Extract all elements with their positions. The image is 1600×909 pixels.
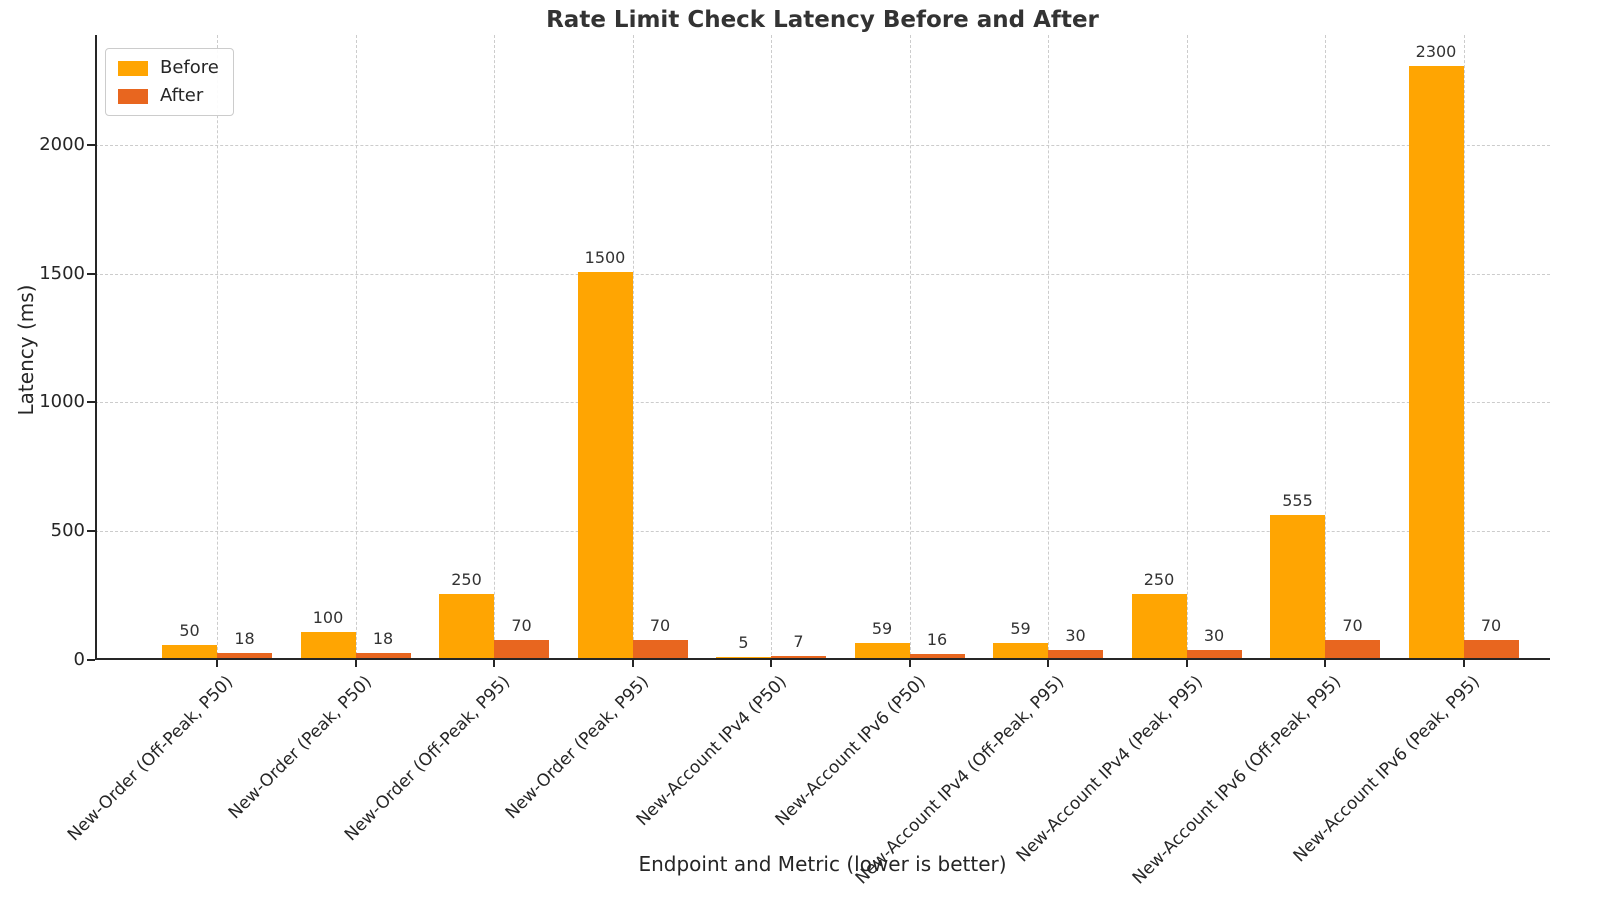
bar-value-label: 70 — [511, 615, 532, 635]
y-tick-mark — [87, 272, 95, 275]
bar-value-label: 2300 — [1415, 41, 1457, 61]
x-tick-mark — [1185, 660, 1188, 667]
legend-item-before: Before — [118, 58, 219, 78]
bar-value-label: 100 — [312, 608, 344, 628]
bar-value-label: 70 — [649, 615, 671, 635]
legend-label: After — [160, 85, 204, 106]
legend-swatch-after — [118, 88, 148, 104]
chart-title: Rate Limit Check Latency Before and Afte… — [546, 7, 1099, 33]
x-tick-label: New-Order (Peak, P95) — [501, 672, 653, 824]
y-tick-label: 0 — [73, 649, 85, 670]
bar-value-label: 16 — [926, 629, 948, 649]
gridline-vertical — [909, 35, 911, 660]
bar-value-label: 70 — [1480, 615, 1502, 635]
bar-before-2 — [439, 593, 494, 658]
bar-after-3 — [632, 639, 688, 658]
y-tick-label: 1500 — [39, 262, 85, 284]
gridline-vertical — [1186, 35, 1188, 660]
bar-before-9 — [1408, 65, 1464, 658]
bar-value-label: 70 — [1342, 615, 1363, 635]
gridline-vertical — [632, 35, 634, 660]
x-tick-label: New-Order (Peak, P50) — [224, 672, 376, 824]
gridline-vertical — [494, 35, 495, 660]
x-tick-label: New-Account IPv4 (P50) — [633, 672, 792, 831]
gridline-vertical — [1048, 35, 1049, 660]
gridline-vertical — [217, 35, 218, 660]
x-tick-mark — [631, 660, 634, 667]
gridline-horizontal — [95, 402, 1550, 404]
x-tick-mark — [493, 660, 495, 667]
bar-before-6 — [993, 642, 1048, 658]
y-tick-mark — [87, 530, 95, 533]
bar-value-label: 5 — [738, 632, 749, 652]
gridline-horizontal — [95, 273, 1550, 275]
bar-value-label: 555 — [1282, 491, 1313, 511]
x-tick-label: New-Order (Off-Peak, P95) — [340, 672, 515, 846]
y-tick-label: 2000 — [39, 133, 85, 155]
x-axis-spine — [95, 658, 1550, 660]
gridline-vertical — [355, 35, 357, 660]
gridline-horizontal — [95, 144, 1550, 146]
x-tick-label: New-Order (Off-Peak, P50) — [63, 672, 238, 846]
bar-value-label: 30 — [1203, 626, 1225, 646]
bar-value-label: 18 — [234, 629, 255, 649]
bar-after-8 — [1325, 639, 1380, 658]
bar-after-1 — [355, 653, 411, 658]
bar-after-4 — [771, 656, 826, 658]
bar-before-5 — [854, 642, 910, 658]
x-tick-mark — [354, 660, 357, 667]
bar-value-label: 7 — [793, 632, 804, 652]
x-tick-mark — [770, 660, 772, 667]
bar-after-6 — [1048, 650, 1103, 658]
bar-before-0 — [162, 645, 217, 658]
x-tick-label: New-Account IPv6 (P50) — [771, 672, 930, 831]
y-tick-label: 500 — [50, 520, 85, 542]
y-tick-mark — [87, 659, 95, 661]
bar-value-label: 59 — [1010, 618, 1031, 638]
x-tick-mark — [1047, 660, 1049, 667]
bar-after-9 — [1463, 639, 1519, 658]
bar-before-8 — [1270, 515, 1325, 658]
legend-label: Before — [160, 57, 219, 78]
bar-value-label: 18 — [372, 629, 394, 649]
bar-before-1 — [300, 632, 356, 658]
y-axis-spine — [95, 35, 97, 660]
x-tick-mark — [1462, 660, 1465, 667]
x-tick-mark — [1324, 660, 1326, 667]
y-tick-mark — [87, 401, 95, 404]
bar-value-label: 30 — [1065, 626, 1086, 646]
bar-after-7 — [1186, 650, 1242, 658]
bar-value-label: 59 — [871, 618, 893, 638]
gridline-horizontal — [95, 531, 1550, 533]
bar-value-label: 50 — [179, 621, 200, 641]
legend-item-after: After — [118, 86, 219, 106]
bar-before-4 — [716, 656, 771, 658]
x-axis-label: Endpoint and Metric (lower is better) — [638, 852, 1007, 876]
bar-after-0 — [217, 653, 272, 658]
bar-value-label: 250 — [451, 569, 482, 589]
x-tick-mark — [216, 660, 218, 667]
gridline-vertical — [1463, 35, 1465, 660]
y-tick-label: 1000 — [39, 391, 85, 413]
y-tick-mark — [87, 143, 95, 146]
bar-after-5 — [909, 653, 965, 658]
bar-value-label: 250 — [1143, 569, 1175, 589]
bar-before-7 — [1131, 593, 1187, 658]
legend-swatch-before — [118, 60, 148, 76]
gridline-vertical — [1325, 35, 1326, 660]
gridline-vertical — [771, 35, 772, 660]
legend: Before After — [105, 48, 234, 116]
bar-after-2 — [494, 639, 549, 658]
plot-area: Before After 0 500 1000 1500 2000 50 18 New-Orde… — [39, 35, 1550, 888]
bar-before-3 — [577, 271, 633, 658]
x-tick-mark — [908, 660, 911, 667]
bar-value-label: 1500 — [584, 247, 626, 267]
